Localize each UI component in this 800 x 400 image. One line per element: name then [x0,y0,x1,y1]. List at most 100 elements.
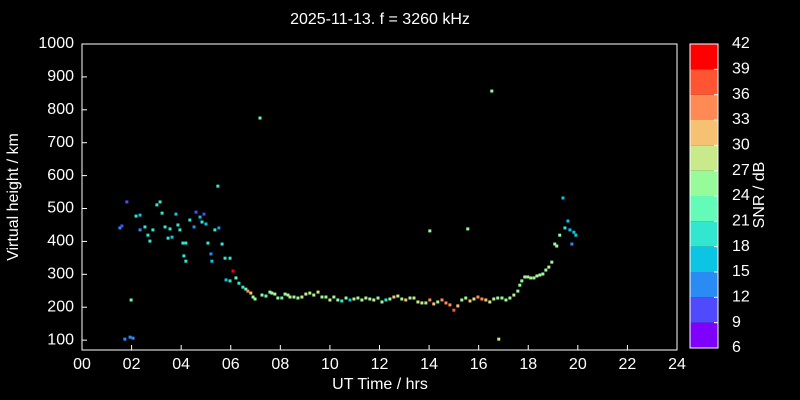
data-point [148,239,152,243]
data-point [328,298,332,302]
colorbar-bin [690,322,718,348]
data-point [206,241,210,245]
data-point [480,297,484,301]
plot-frame [81,43,678,351]
x-tick-label: 06 [222,356,240,373]
x-tick-label: 24 [668,356,686,373]
data-point [512,293,516,297]
data-point [228,279,232,283]
data-point [292,295,296,299]
data-point [332,295,336,299]
data-point [566,219,570,223]
data-point [260,293,264,297]
colorbar-bin [690,120,718,146]
data-point [404,298,408,302]
data-point [532,276,536,280]
y-tick-label: 1000 [38,35,74,52]
data-point [128,335,132,339]
data-point [352,297,356,301]
colorbar-tick-label: 15 [732,263,750,280]
data-point [246,289,250,293]
data-point [547,265,551,269]
data-point [210,259,214,263]
data-point [538,273,542,277]
x-tick-label: 14 [420,356,438,373]
data-point [436,300,440,304]
data-point [253,297,257,301]
data-point [258,116,262,120]
y-tick-label: 800 [47,101,74,118]
data-point [396,294,400,298]
colorbar-bin [690,145,718,171]
data-point [520,279,524,283]
data-point [428,298,432,302]
data-point [416,300,420,304]
colorbar-bin [690,196,718,222]
colorbar-tick-label: 27 [732,162,750,179]
x-tick-label: 08 [271,356,289,373]
data-point [170,235,174,239]
data-point [400,297,404,301]
data-point [344,296,348,300]
data-point [283,292,287,296]
data-point [476,295,480,299]
y-tick-label: 100 [47,331,74,348]
data-point [234,276,238,280]
data-point [456,304,460,308]
data-point [440,298,444,302]
data-point [155,203,159,207]
data-point [288,295,292,299]
x-tick-label: 16 [470,356,488,373]
colorbar-label: SNR / dB [751,162,768,229]
data-point [194,210,198,214]
y-tick-label: 400 [47,233,74,250]
y-tick-label: 900 [47,68,74,85]
y-tick-label: 200 [47,298,74,315]
data-point [544,268,548,272]
data-point [568,228,572,232]
colorbar-bin [690,44,718,70]
data-point [251,295,255,299]
colorbar-bin [690,272,718,298]
data-point [163,225,167,229]
data-point [280,296,284,300]
data-point [192,225,196,229]
x-tick-label: 12 [371,356,389,373]
colorbar-bin [690,246,718,272]
data-point [200,220,204,224]
data-point [432,302,436,306]
chart-title: 2025-11-13. f = 3260 kHz [290,11,470,28]
colorbar-tick-label: 33 [732,111,750,128]
data-point [300,295,304,299]
data-point [138,228,142,232]
data-point [561,196,565,200]
data-point [348,298,352,302]
data-point [304,292,308,296]
data-point [541,272,545,276]
data-point [518,283,522,287]
data-point [380,300,384,304]
y-tick-label: 300 [47,266,74,283]
data-point [120,224,124,228]
data-point [497,337,501,341]
data-point [523,275,527,279]
data-point [308,291,312,295]
data-point [492,297,496,301]
data-point [198,215,202,219]
data-point [504,298,508,302]
data-point [574,233,578,237]
data-point [143,225,147,229]
data-point [496,296,500,300]
data-point [202,212,206,216]
data-point [384,298,388,302]
colorbar-bin [690,221,718,247]
data-point [118,226,122,230]
data-point [296,296,300,300]
data-point [273,292,277,296]
colorbar-tick-label: 6 [732,339,741,356]
data-point [368,297,372,301]
x-tick-label: 20 [569,356,587,373]
data-point [388,297,392,301]
data-point [526,275,530,279]
data-point [223,256,227,260]
